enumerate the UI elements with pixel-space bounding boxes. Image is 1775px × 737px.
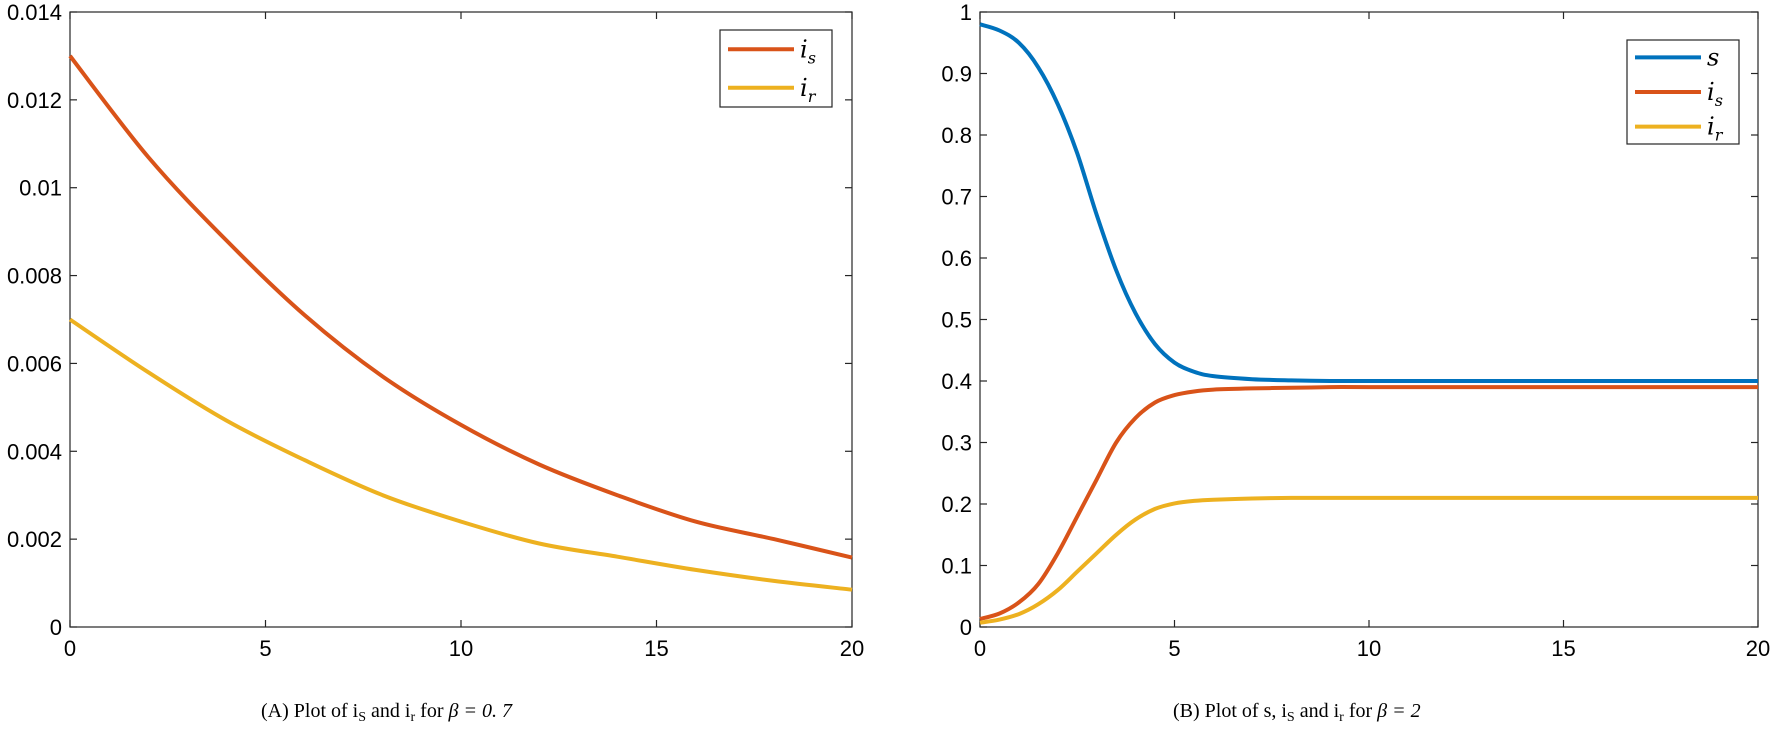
legend-entry-subscript: r <box>808 87 817 106</box>
caption-b-for: for <box>1348 700 1373 722</box>
y-tick-label: 0.1 <box>941 554 972 579</box>
chart-panel-a: 0 5 10 15 20 0 0.002 0.004 0.006 0.008 0.01 0.012 0.… <box>7 0 864 661</box>
x-tick-label: 0 <box>64 636 76 661</box>
series-line-i-s <box>979 385 1758 621</box>
y-tick-label: 0.6 <box>941 246 972 271</box>
y-tick-label: 0.014 <box>7 0 62 25</box>
x-tick-label: 20 <box>840 636 864 661</box>
y-tick-label: 0.9 <box>941 62 972 87</box>
legend-entry-label: s <box>1707 43 1719 71</box>
caption-b-var1-sub: S <box>1286 710 1295 725</box>
x-tick-label: 5 <box>259 636 271 661</box>
caption-b-and: and <box>1299 700 1329 722</box>
y-tick-label: 0.006 <box>7 351 62 376</box>
series-line-i-r <box>979 495 1758 625</box>
y-tick-label: 0.5 <box>941 308 972 333</box>
caption-a-beta: β = 0. 7 <box>448 700 512 722</box>
caption-a: (A) Plot of iS and ir for β = 0. 7 <box>261 700 512 726</box>
caption-a-var2-sub: r <box>410 710 416 725</box>
caption-b-beta: β = 2 <box>1377 700 1421 722</box>
x-tick-label: 5 <box>1168 636 1180 661</box>
caption-b-var2-sub: r <box>1339 710 1344 725</box>
caption-a-for: for <box>420 700 444 722</box>
chart-panel-b: 0 5 10 15 20 0 0.1 0.2 0.3 0.4 0.5 0.6 0.7 0.8 0.9 1 sis… <box>941 0 1770 661</box>
series-line-i-r <box>68 317 853 592</box>
x-tick-label: 20 <box>1746 636 1770 661</box>
legend-box <box>719 29 833 108</box>
y-tick-label: 0.01 <box>19 176 62 201</box>
caption-a-and: and <box>371 700 400 722</box>
caption-b-var1: i <box>1281 700 1287 722</box>
y-tick-label: 0 <box>960 615 972 640</box>
y-tick-label: 0.2 <box>941 492 972 517</box>
legend-entry-subscript: s <box>808 48 816 67</box>
x-tick-label: 10 <box>449 636 473 661</box>
caption-b-prefix: (B) Plot of <box>1173 700 1259 722</box>
x-tick-label: 15 <box>1551 636 1575 661</box>
caption-a-prefix: (A) Plot of <box>261 700 348 722</box>
series-line-s <box>979 22 1758 384</box>
y-tick-label: 1 <box>960 0 972 25</box>
caption-a-var1-sub: S <box>358 710 367 725</box>
x-tick-label: 10 <box>1357 636 1381 661</box>
y-tick-label: 0.012 <box>7 88 62 113</box>
x-tick-label: 15 <box>644 636 668 661</box>
y-tick-label: 0.004 <box>7 439 62 464</box>
caption-a-var2: i <box>404 700 411 722</box>
y-tick-label: 0.4 <box>941 369 972 394</box>
caption-b-var2: i <box>1333 700 1340 722</box>
y-tick-label: 0.3 <box>941 431 972 456</box>
y-tick-label: 0 <box>50 615 62 640</box>
y-tick-label: 0.7 <box>941 185 972 210</box>
y-tick-label: 0.002 <box>7 527 62 552</box>
x-tick-label: 0 <box>974 636 986 661</box>
legend-entry-subscript: s <box>1715 91 1723 110</box>
caption-b-var0: s, <box>1263 700 1277 722</box>
y-tick-label: 0.008 <box>7 264 62 289</box>
caption-a-var1: i <box>352 700 359 722</box>
caption-b: (B) Plot of s, iS and ir for β = 2 <box>1173 700 1421 726</box>
series-line-i-s <box>68 54 853 560</box>
legend-entry-subscript: r <box>1715 126 1724 145</box>
y-tick-label: 0.8 <box>941 123 972 148</box>
